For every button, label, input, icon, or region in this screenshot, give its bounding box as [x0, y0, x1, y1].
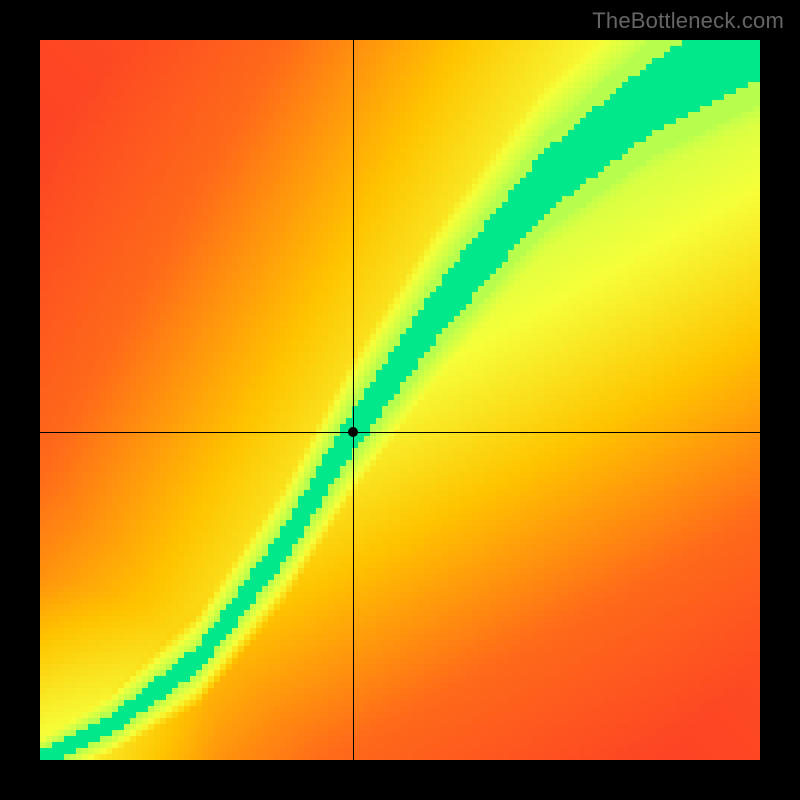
watermark-text: TheBottleneck.com: [592, 8, 784, 34]
crosshair-marker: [348, 427, 358, 437]
outer-frame: TheBottleneck.com: [0, 0, 800, 800]
heatmap-canvas: [40, 40, 760, 760]
crosshair-vertical: [353, 40, 354, 760]
plot-area: [40, 40, 760, 760]
crosshair-horizontal: [40, 432, 760, 433]
